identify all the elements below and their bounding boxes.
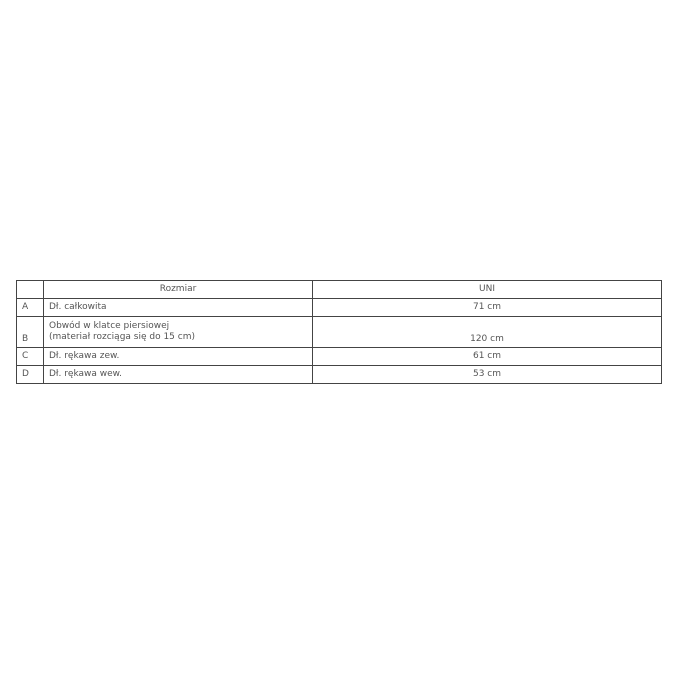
table-row: B Obwód w klatce piersiowej (materiał ro… <box>16 316 662 348</box>
table-row: D Dł. rękawa wew. 53 cm <box>16 365 662 384</box>
table-row: C Dł. rękawa zew. 61 cm <box>16 347 662 366</box>
table-row: A Dł. całkowita 71 cm <box>16 298 662 317</box>
row-letter: B <box>16 316 44 348</box>
row-measure-name: Dł. rękawa wew. <box>43 365 313 384</box>
row-letter: C <box>16 347 44 366</box>
row-letter: D <box>16 365 44 384</box>
table-header-row: Rozmiar UNI <box>16 280 662 299</box>
size-table: Rozmiar UNI A Dł. całkowita 71 cm B Obwó… <box>16 280 662 384</box>
header-letter-cell <box>16 280 44 299</box>
header-size-label: Rozmiar <box>43 280 313 299</box>
row-value: 53 cm <box>312 365 662 384</box>
row-letter: A <box>16 298 44 317</box>
row-measure-name: Obwód w klatce piersiowej (materiał rozc… <box>43 316 313 348</box>
measure-name-line: Obwód w klatce piersiowej <box>49 321 170 331</box>
row-value: 61 cm <box>312 347 662 366</box>
measure-name-note: (materiał rozciąga się do 15 cm) <box>49 332 195 342</box>
row-measure-name: Dł. rękawa zew. <box>43 347 313 366</box>
row-value: 71 cm <box>312 298 662 317</box>
row-value: 120 cm <box>312 316 662 348</box>
row-measure-name: Dł. całkowita <box>43 298 313 317</box>
header-size-value: UNI <box>312 280 662 299</box>
